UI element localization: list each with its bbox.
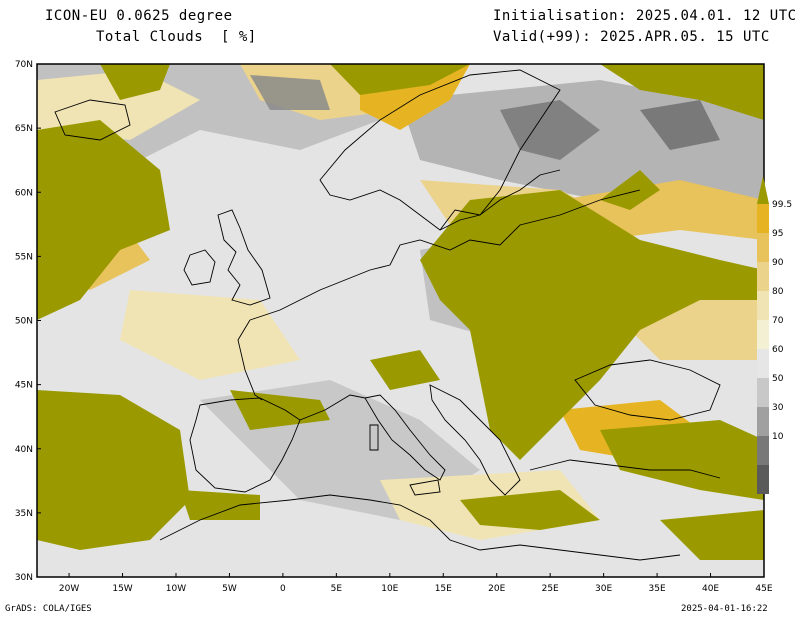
- lon-label-40E: 40E: [702, 584, 719, 594]
- model-title: ICON-EU 0.0625 degree: [45, 8, 233, 24]
- colorbar-segment: [757, 349, 769, 378]
- footer-timestamp: 2025-04-01-16:22: [681, 604, 768, 614]
- colorbar-label-95: 95: [772, 229, 783, 239]
- lon-label-20E: 20E: [488, 584, 505, 594]
- lon-label-5W: 5W: [222, 584, 237, 594]
- lon-label-5E: 5E: [331, 584, 343, 594]
- colorbar-label-50: 50: [772, 374, 784, 384]
- colorbar: 99.5 95 90 80 70 60 50 30 10: [757, 176, 792, 494]
- colorbar-label-60: 60: [772, 345, 784, 355]
- colorbar-segment: [757, 465, 769, 494]
- lon-label-15E: 15E: [435, 584, 452, 594]
- colorbar-segment: [757, 407, 769, 436]
- colorbar-segment: [757, 262, 769, 291]
- colorbar-top-triangle: [757, 176, 769, 204]
- lon-label-10E: 10E: [381, 584, 398, 594]
- colorbar-label-90: 90: [772, 258, 784, 268]
- init-time: Initialisation: 2025.04.01. 12 UTC: [493, 8, 797, 24]
- colorbar-segment: [757, 291, 769, 320]
- lon-label-0: 0: [280, 584, 286, 594]
- lat-label-60N: 60N: [15, 188, 33, 198]
- valid-time: Valid(+99): 2025.APR.05. 15 UTC: [493, 29, 770, 45]
- lon-label-25E: 25E: [542, 584, 559, 594]
- lat-label-35N: 35N: [15, 509, 33, 519]
- lon-label-20W: 20W: [59, 584, 79, 594]
- lat-label-55N: 55N: [15, 252, 33, 262]
- lat-label-45N: 45N: [15, 381, 33, 391]
- colorbar-label-99.5: 99.5: [772, 200, 792, 210]
- lat-label-50N: 50N: [15, 317, 33, 327]
- lon-label-35E: 35E: [649, 584, 666, 594]
- lat-label-65N: 65N: [15, 124, 33, 134]
- lon-label-10W: 10W: [166, 584, 186, 594]
- colorbar-label-70: 70: [772, 316, 784, 326]
- footer-credit: GrADS: COLA/IGES: [5, 604, 92, 614]
- cloud-field: [37, 64, 764, 577]
- latitude-axis: 70N 65N 60N 55N 50N 45N 40N 35N 30N: [15, 60, 41, 583]
- lon-label-15W: 15W: [112, 584, 132, 594]
- longitude-axis: 20W 15W 10W 5W 0 5E 10E 15E 20E 25E 30E 35E 40E 45E: [59, 573, 773, 594]
- lon-label-30E: 30E: [595, 584, 612, 594]
- variable-title: Total Clouds [ %]: [96, 29, 257, 45]
- lat-label-70N: 70N: [15, 60, 33, 70]
- lat-label-40N: 40N: [15, 445, 33, 455]
- lat-label-30N: 30N: [15, 573, 33, 583]
- colorbar-segment: [757, 204, 769, 233]
- colorbar-label-30: 30: [772, 403, 784, 413]
- colorbar-label-80: 80: [772, 287, 784, 297]
- colorbar-segment: [757, 320, 769, 349]
- colorbar-segment: [757, 233, 769, 262]
- lon-label-45E: 45E: [755, 584, 772, 594]
- colorbar-label-10: 10: [772, 432, 784, 442]
- colorbar-segment: [757, 378, 769, 407]
- colorbar-segment: [757, 436, 769, 465]
